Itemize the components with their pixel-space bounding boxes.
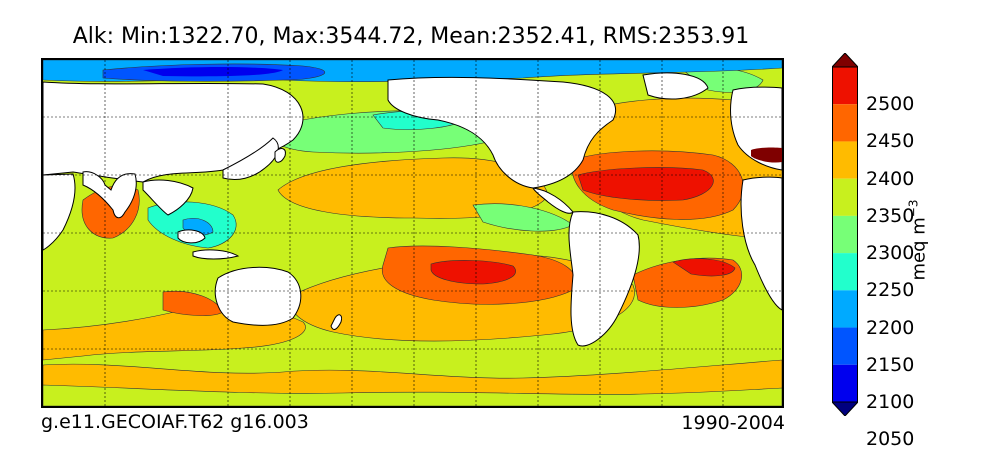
land-india [82, 171, 137, 219]
period-label: 1990-2004 [681, 412, 785, 434]
land-africa-west [740, 176, 782, 311]
land-north-america [387, 76, 616, 189]
colorbar-tick-label: 2200 [866, 316, 915, 339]
unit-text: meq m [908, 217, 930, 281]
land-masses [43, 72, 782, 347]
colorbar-segment [832, 104, 858, 142]
colorbar-segment [832, 67, 858, 105]
land-south-america [568, 211, 640, 347]
colorbar-tick-label: 2350 [866, 204, 915, 227]
colorbar-frame [832, 66, 858, 403]
plot-title: Alk: Min:1322.70, Max:3544.72, Mean:2352… [72, 24, 750, 49]
colorbar-segment [832, 178, 858, 216]
land-australia [214, 266, 302, 326]
land-greenland [642, 72, 709, 100]
land-se-asia [142, 179, 194, 216]
colorbar-segment [832, 364, 858, 402]
land-new-zealand [330, 314, 342, 330]
colorbar-tick-label: 2500 [866, 93, 915, 116]
land-africa-east [43, 173, 76, 251]
colorbar-segment [832, 290, 858, 328]
colorbar-extend-bottom [832, 401, 858, 416]
colorbar-extend-top [832, 53, 858, 68]
colorbar [832, 53, 858, 416]
band-2450-south-pacific [430, 260, 516, 285]
colorbar-tick-label: 2250 [866, 279, 915, 302]
map-canvas [43, 60, 782, 406]
colorbar-tick-label: 2400 [866, 167, 915, 190]
run-label: g.e11.GECOIAF.T62 g16.003 [41, 411, 309, 433]
colorbar-segment [832, 215, 858, 254]
band-2450-north-atlantic [577, 167, 714, 201]
alkalinity-map [41, 58, 784, 408]
colorbar-tick-label: 2050 [866, 428, 915, 451]
land-central-america [532, 187, 574, 214]
colorbar-segment [832, 253, 858, 291]
band-2500-mediterranean [751, 147, 782, 163]
band-2450-south-atlantic [672, 258, 736, 277]
colorbar-unit-label: meq m−3 [907, 200, 930, 281]
colorbar-tick-label: 2300 [866, 242, 915, 265]
band-deep-arctic [143, 67, 283, 77]
colorbar-segment [832, 327, 858, 365]
graticule [43, 60, 782, 406]
colorbar-tick-label: 2450 [866, 130, 915, 153]
colorbar-tick-label: 2100 [866, 391, 915, 413]
colorbar-segment [832, 141, 858, 179]
land-japan [274, 148, 286, 163]
colorbar-tick-label: 2150 [866, 353, 915, 376]
unit-exponent: −3 [906, 199, 921, 218]
land-indonesia-2 [192, 249, 240, 260]
